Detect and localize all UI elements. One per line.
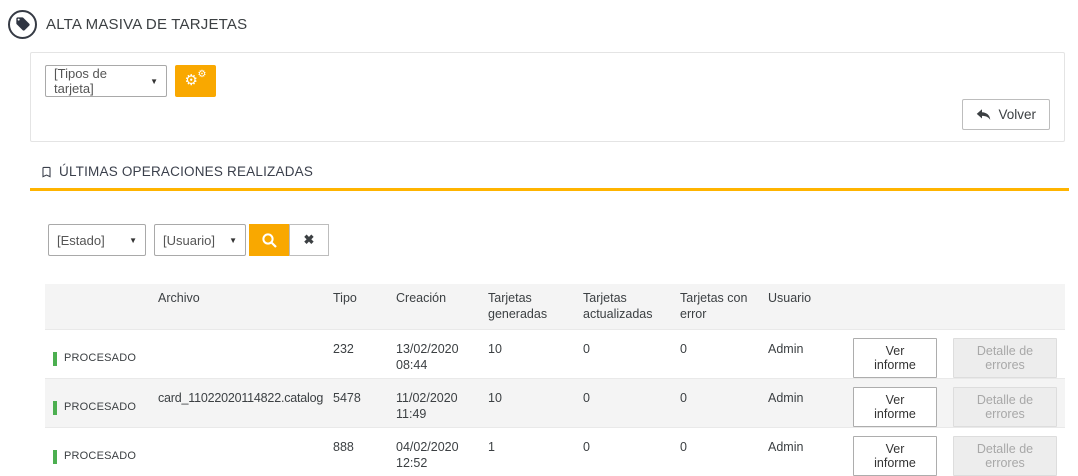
generadas-cell: 1 bbox=[488, 439, 495, 454]
page-title: ALTA MASIVA DE TARJETAS bbox=[46, 15, 248, 33]
bookmark-icon bbox=[42, 166, 51, 177]
table-row: PROCESADO card_11022020114822.catalog 54… bbox=[45, 377, 1065, 427]
actualizadas-cell: 0 bbox=[583, 439, 590, 454]
section-title: ÚLTIMAS OPERACIONES REALIZADAS bbox=[59, 164, 314, 179]
archivo-cell bbox=[150, 428, 325, 473]
generadas-cell: 10 bbox=[488, 341, 502, 356]
informe-cell: Ver informe bbox=[845, 330, 945, 378]
chevron-down-icon: ▼ bbox=[150, 76, 158, 86]
tag-icon bbox=[8, 9, 37, 39]
detalle-errores-button: Detalle de errores bbox=[953, 337, 1057, 378]
search-button[interactable] bbox=[249, 224, 289, 256]
estado-cell: PROCESADO bbox=[45, 330, 150, 375]
usuario-cell: Admin bbox=[768, 439, 804, 454]
col-header-generadas: Tarjetas generadas bbox=[488, 291, 548, 322]
ver-informe-button[interactable]: Ver informe bbox=[853, 435, 937, 476]
informe-cell: Ver informe bbox=[845, 379, 945, 427]
volver-label: Volver bbox=[998, 107, 1036, 122]
process-cards-button[interactable]: ⚙ ⚙ bbox=[175, 65, 216, 97]
col-header-informe bbox=[845, 284, 945, 320]
col-header-usuario: Usuario bbox=[768, 291, 812, 305]
cogs-icon: ⚙ ⚙ bbox=[184, 69, 207, 89]
card-type-select-value: [Tipos de tarjeta] bbox=[54, 66, 107, 96]
detalle-errores-button: Detalle de errores bbox=[953, 386, 1057, 427]
detalle-cell: Detalle de errores bbox=[945, 428, 1065, 476]
estado-cell: PROCESADO bbox=[45, 428, 150, 473]
ver-informe-button[interactable]: Ver informe bbox=[853, 337, 937, 378]
estado-select[interactable]: [Estado] ▼ bbox=[48, 224, 146, 256]
close-icon: ✖ bbox=[303, 232, 315, 247]
page-header: ALTA MASIVA DE TARJETAS bbox=[0, 0, 1078, 40]
archivo-cell bbox=[150, 330, 325, 375]
status-bar bbox=[53, 449, 57, 464]
search-icon bbox=[261, 232, 277, 248]
status-label: PROCESADO bbox=[64, 450, 137, 463]
usuario-cell: Admin bbox=[768, 390, 804, 405]
usuario-cell: Admin bbox=[768, 341, 804, 356]
table-row: PROCESADO 232 13/02/2020 08:44 10 0 0 Ad… bbox=[45, 328, 1065, 378]
operations-section: ÚLTIMAS OPERACIONES REALIZADAS [Estado] … bbox=[30, 164, 1069, 476]
filters-bar: [Estado] ▼ [Usuario] ▼ ✖ bbox=[48, 224, 1069, 256]
detalle-cell: Detalle de errores bbox=[945, 379, 1065, 427]
col-header-detalle bbox=[945, 284, 1065, 320]
col-header-archivo: Archivo bbox=[158, 291, 200, 305]
error-cell: 0 bbox=[680, 341, 687, 356]
usuario-select[interactable]: [Usuario] ▼ bbox=[154, 224, 246, 256]
estado-cell: PROCESADO bbox=[45, 379, 150, 424]
detalle-cell: Detalle de errores bbox=[945, 330, 1065, 378]
tipo-cell: 888 bbox=[333, 439, 354, 454]
error-cell: 0 bbox=[680, 390, 687, 405]
tipo-cell: 5478 bbox=[333, 390, 361, 405]
col-header-tipo: Tipo bbox=[333, 291, 357, 305]
section-title-row: ÚLTIMAS OPERACIONES REALIZADAS bbox=[30, 164, 1069, 191]
reply-arrow-icon bbox=[977, 109, 991, 120]
table-row: PROCESADO 888 04/02/2020 12:52 1 0 0 Adm… bbox=[45, 426, 1065, 476]
actualizadas-cell: 0 bbox=[583, 341, 590, 356]
estado-select-value: [Estado] bbox=[57, 232, 105, 248]
archivo-cell: card_11022020114822.catalog bbox=[158, 390, 324, 405]
chevron-down-icon: ▼ bbox=[229, 235, 237, 245]
chevron-down-icon: ▼ bbox=[129, 235, 137, 245]
status-label: PROCESADO bbox=[64, 401, 137, 414]
generadas-cell: 10 bbox=[488, 390, 502, 405]
status-bar bbox=[53, 400, 57, 415]
informe-cell: Ver informe bbox=[845, 428, 945, 476]
actualizadas-cell: 0 bbox=[583, 390, 590, 405]
card-type-select[interactable]: [Tipos de tarjeta] ▼ bbox=[45, 65, 167, 97]
operations-table: Archivo Tipo Creación Tarjetas generadas… bbox=[45, 284, 1065, 476]
creacion-cell: 11/02/2020 11:49 bbox=[396, 390, 458, 421]
status-bar bbox=[53, 351, 57, 366]
col-header-error: Tarjetas con error bbox=[680, 291, 748, 322]
col-header-estado bbox=[45, 284, 150, 320]
card-type-panel: [Tipos de tarjeta] ▼ ⚙ ⚙ Volver bbox=[30, 52, 1065, 142]
table-body: PROCESADO 232 13/02/2020 08:44 10 0 0 Ad… bbox=[45, 328, 1065, 476]
usuario-select-value: [Usuario] bbox=[163, 232, 216, 248]
creacion-cell: 04/02/2020 12:52 bbox=[396, 439, 459, 470]
status-label: PROCESADO bbox=[64, 352, 137, 365]
col-header-creacion: Creación bbox=[396, 291, 447, 305]
error-cell: 0 bbox=[680, 439, 687, 454]
creacion-cell: 13/02/2020 08:44 bbox=[396, 341, 459, 372]
tipo-cell: 232 bbox=[333, 341, 354, 356]
volver-button[interactable]: Volver bbox=[962, 99, 1050, 130]
col-header-actualizadas: Tarjetas actualizadas bbox=[583, 291, 653, 322]
clear-filters-button[interactable]: ✖ bbox=[289, 224, 329, 256]
table-header-row: Archivo Tipo Creación Tarjetas generadas… bbox=[45, 284, 1065, 329]
detalle-errores-button: Detalle de errores bbox=[953, 435, 1057, 476]
ver-informe-button[interactable]: Ver informe bbox=[853, 386, 937, 427]
